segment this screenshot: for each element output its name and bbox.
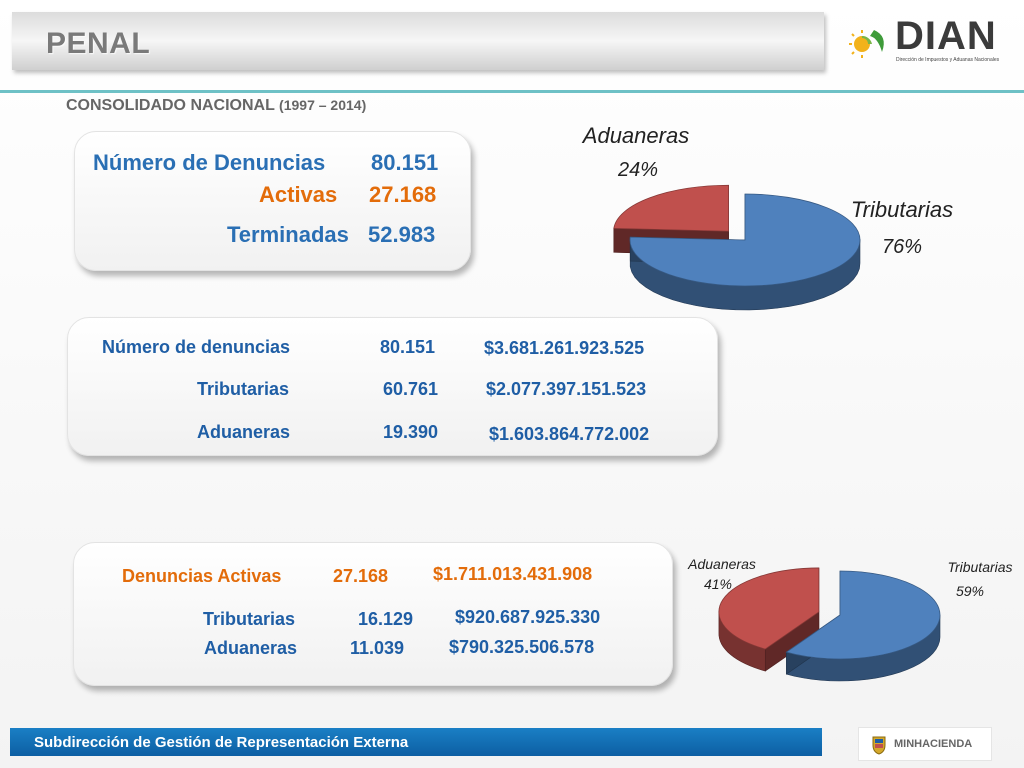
totals-row-label: Aduaneras bbox=[197, 422, 291, 442]
active-row-count: 27.168 bbox=[333, 566, 389, 586]
active-panel bbox=[73, 542, 673, 686]
summary-total-value: 80.151 bbox=[371, 150, 439, 175]
active-row-amount: $1.711.013.431.908 bbox=[433, 564, 593, 584]
page-subtitle: CONSOLIDADO NACIONAL (1997 – 2014) bbox=[66, 97, 366, 115]
active-row-count: 11.039 bbox=[350, 638, 405, 658]
active-row-label: Tributarias bbox=[203, 609, 296, 629]
pie-category-label: Tributarias bbox=[947, 559, 1012, 575]
pie-category-label: Aduaneras bbox=[687, 556, 756, 572]
totals-row-amount: $2.077.397.151.523 bbox=[486, 379, 647, 399]
active-row-count: 16.129 bbox=[358, 609, 414, 629]
pie-category-label: Tributarias bbox=[851, 197, 953, 222]
subtitle-text: CONSOLIDADO NACIONAL bbox=[66, 97, 275, 114]
summary-total-label: Número de Denuncias bbox=[93, 150, 326, 175]
header-divider bbox=[0, 90, 1024, 93]
registered-mark: ® bbox=[988, 22, 994, 29]
pie-percent-label: 59% bbox=[956, 583, 984, 599]
totals-row-amount: $1.603.864.772.002 bbox=[489, 424, 650, 444]
subtitle-years: (1997 – 2014) bbox=[279, 97, 367, 113]
totals-row-label: Número de denuncias bbox=[102, 337, 291, 357]
footer-text: Subdirección de Gestión de Representació… bbox=[34, 734, 409, 751]
summary-panel bbox=[74, 131, 471, 271]
summary-active-label: Activas bbox=[259, 182, 338, 207]
pie-percent-label: 24% bbox=[617, 159, 658, 181]
totals-row-count: 80.151 bbox=[380, 337, 436, 357]
pie-percent-label: 41% bbox=[704, 576, 732, 592]
summary-active-value: 27.168 bbox=[369, 182, 437, 207]
title-banner bbox=[12, 12, 824, 70]
dian-tagline: Dirección de Impuestos y Aduanas Naciona… bbox=[896, 57, 1000, 63]
page-title: PENAL bbox=[46, 27, 151, 60]
pie-slice-tributarias bbox=[629, 193, 861, 311]
active-row-amount: $920.687.925.330 bbox=[455, 607, 601, 627]
active-row-label: Denuncias Activas bbox=[122, 566, 282, 586]
totals-row-count: 19.390 bbox=[383, 422, 439, 442]
pie-slice-tributarias bbox=[785, 570, 941, 682]
footer-bar bbox=[10, 728, 822, 756]
totals-row-amount: $3.681.261.923.525 bbox=[484, 338, 645, 358]
totals-row-label: Tributarias bbox=[197, 379, 290, 399]
totals-panel bbox=[67, 317, 718, 456]
minhacienda-text: MINHACIENDA bbox=[894, 738, 973, 750]
totals-row-count: 60.761 bbox=[383, 379, 439, 399]
summary-finished-value: 52.983 bbox=[368, 222, 436, 247]
active-row-label: Aduaneras bbox=[204, 638, 298, 658]
summary-finished-label: Terminadas bbox=[227, 222, 349, 247]
pie-slice-aduaneras bbox=[718, 567, 820, 672]
active-row-amount: $790.325.506.578 bbox=[449, 637, 595, 657]
pie-category-label: Aduaneras bbox=[581, 123, 689, 148]
pie-percent-label: 76% bbox=[882, 236, 922, 258]
dian-sun-icon bbox=[849, 30, 884, 58]
dian-logo-text: DIAN bbox=[895, 14, 997, 58]
coat-of-arms-icon bbox=[872, 736, 886, 755]
